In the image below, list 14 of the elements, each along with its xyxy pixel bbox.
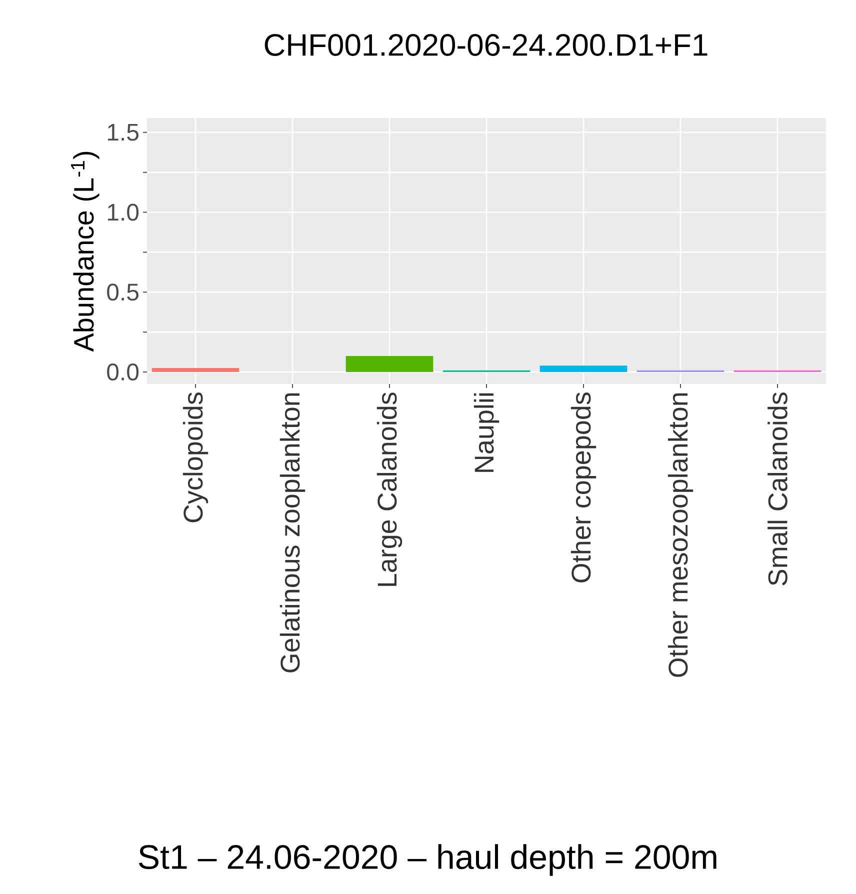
y-tick-label: 0.0 [107,364,139,381]
x-tick-label: Cyclopoids [182,392,208,522]
x-tick-label: Other copepods [570,392,596,582]
x-tick-label: Gelatinous zooplankton [280,393,306,672]
y-tick-label: 1.5 [108,124,138,141]
x-tick-label: Nauplii [474,393,500,472]
x-tick-label: Small Calanoids [768,392,788,586]
y-tick-label: 0.5 [107,284,138,301]
text: St1 – 24.06-2020 – haul depth = 200m [138,844,716,876]
y-tick-label: 1.0 [108,204,139,221]
x-tick-label: Large Calanoids [376,392,402,586]
x-tick-label: Other mesozooplankton [668,393,694,677]
chart-title: CHF001.2020-06-24.200.D1+F1 [264,34,708,56]
y-axis-title: Abundance (L$^{-1}$) [71,152,100,352]
